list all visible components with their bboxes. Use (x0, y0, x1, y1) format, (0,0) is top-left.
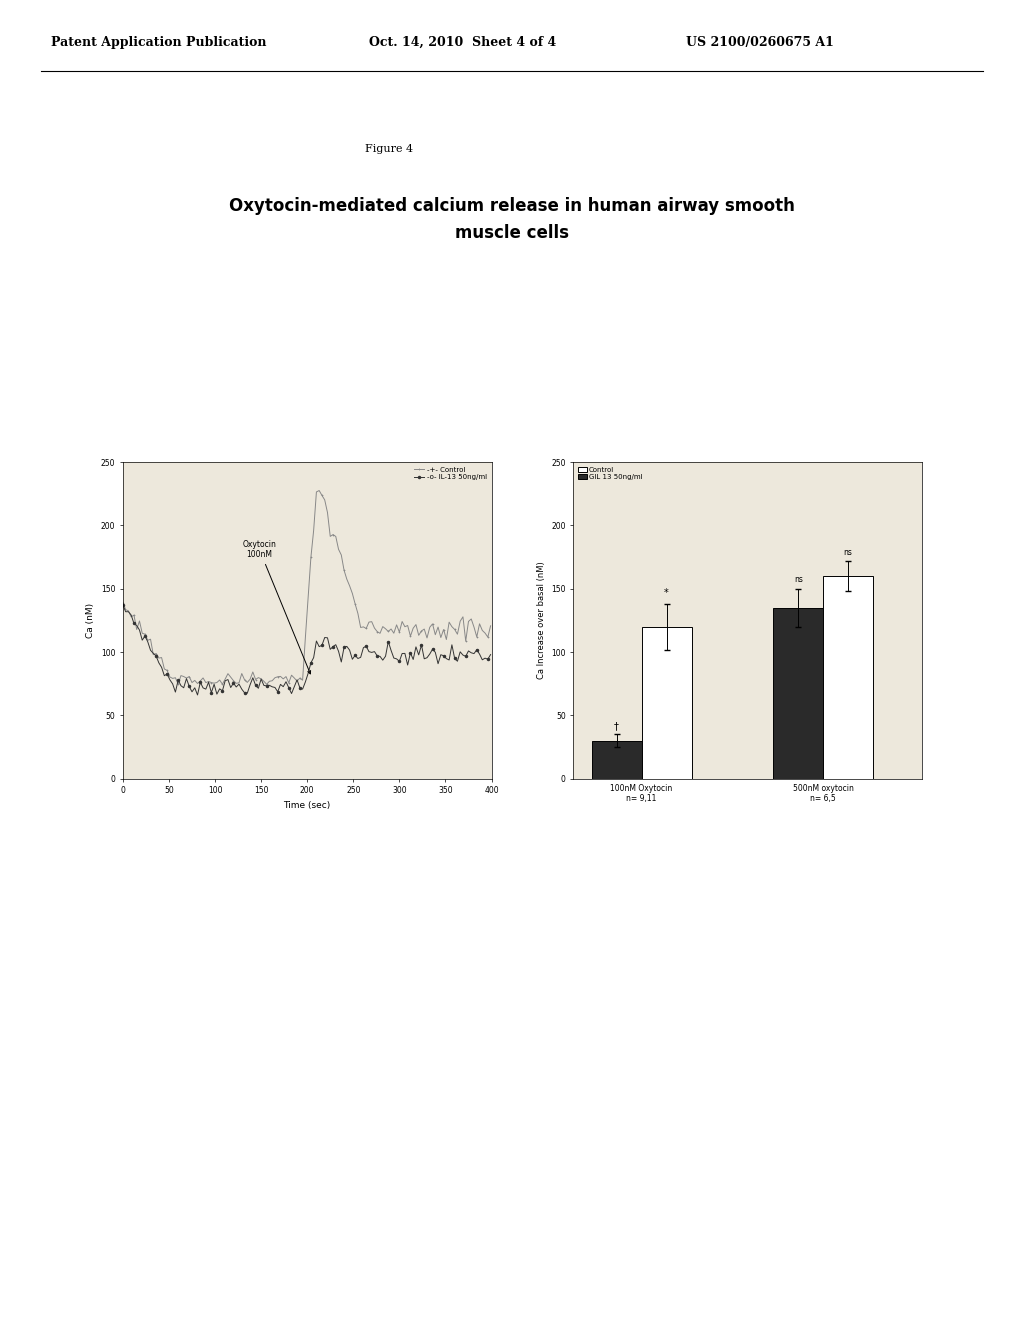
-+- Control (117, 595, 129, 611)
-+- Control (468, 619, 480, 635)
-o- IL-13 50ng/ml (136, 632, 148, 648)
-+- Control (465, 611, 477, 627)
-+- Control (484, 618, 497, 634)
Legend: -+- Control, -o- IL-13 50ng/ml: -+- Control, -o- IL-13 50ng/ml (413, 466, 488, 482)
Y-axis label: Ca (nM): Ca (nM) (86, 603, 95, 638)
Text: muscle cells: muscle cells (455, 223, 569, 242)
Y-axis label: Ca Increase over basal (nM): Ca Increase over basal (nM) (537, 561, 546, 680)
-o- IL-13 50ng/ml (191, 688, 204, 704)
-+- Control (208, 676, 220, 692)
Text: ns: ns (794, 576, 803, 585)
-+- Control (260, 676, 272, 692)
Bar (823, 576, 873, 779)
Text: Oxytocin-mediated calcium release in human airway smooth: Oxytocin-mediated calcium release in hum… (229, 197, 795, 215)
Line: -o- IL-13 50ng/ml: -o- IL-13 50ng/ml (122, 603, 492, 696)
Text: Patent Application Publication: Patent Application Publication (51, 36, 266, 49)
Text: *: * (665, 589, 669, 598)
-+- Control (313, 483, 326, 499)
Bar (773, 607, 823, 779)
-o- IL-13 50ng/ml (462, 643, 474, 659)
-o- IL-13 50ng/ml (484, 647, 497, 663)
-+- Control (197, 671, 209, 686)
-o- IL-13 50ng/ml (260, 678, 272, 694)
Text: †: † (614, 721, 620, 731)
Bar (592, 741, 642, 779)
Line: -+- Control: -+- Control (122, 490, 492, 685)
-o- IL-13 50ng/ml (211, 686, 223, 702)
Text: Oct. 14, 2010  Sheet 4 of 4: Oct. 14, 2010 Sheet 4 of 4 (369, 36, 556, 49)
-o- IL-13 50ng/ml (465, 645, 477, 661)
X-axis label: Time (sec): Time (sec) (284, 801, 331, 810)
Text: US 2100/0260675 A1: US 2100/0260675 A1 (686, 36, 834, 49)
Legend: Control, GIL 13 50ng/ml: Control, GIL 13 50ng/ml (577, 466, 644, 482)
Text: ns: ns (844, 548, 853, 557)
Bar (642, 627, 691, 779)
Text: Oxytocin
100nM: Oxytocin 100nM (243, 540, 310, 673)
-+- Control (258, 673, 270, 689)
Text: Figure 4: Figure 4 (366, 144, 413, 154)
-o- IL-13 50ng/ml (200, 681, 212, 697)
-o- IL-13 50ng/ml (117, 597, 129, 612)
-+- Control (136, 626, 148, 642)
